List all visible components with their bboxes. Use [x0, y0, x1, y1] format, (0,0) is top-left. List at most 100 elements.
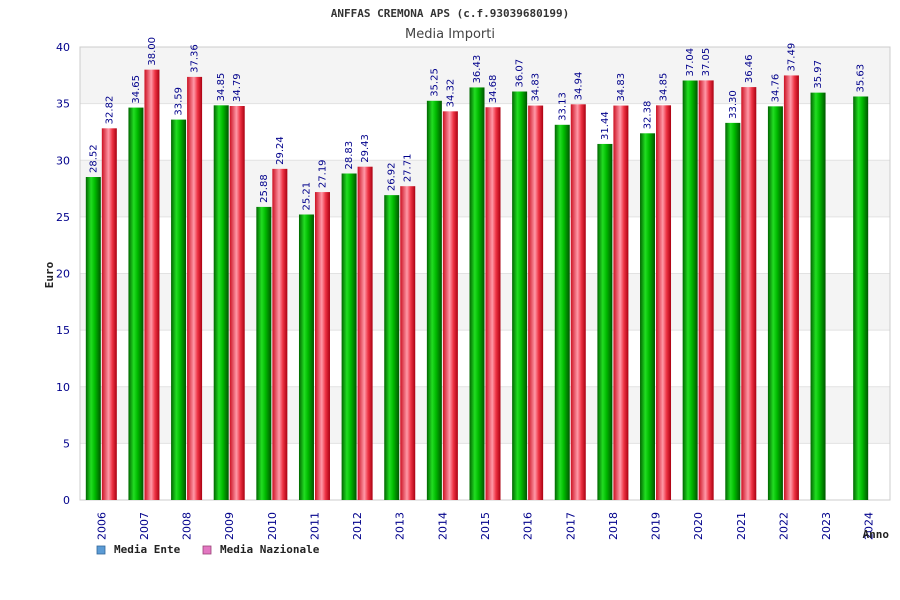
x-axis-label: Anno — [863, 528, 890, 541]
x-tick-label: 2008 — [181, 512, 194, 540]
value-label: 37.49 — [786, 43, 797, 72]
bar-media-nazionale — [101, 128, 117, 500]
x-axis: 2006 2007 2008 2009 2010 2011 2012 2013 2014 2015… — [95, 512, 875, 540]
bar-media-ente — [597, 143, 613, 500]
y-tick-label: 40 — [56, 41, 70, 54]
value-label: 34.65 — [131, 75, 142, 104]
value-label: 31.44 — [600, 111, 611, 140]
value-label: 32.38 — [643, 101, 654, 130]
y-axis: 0 5 10 15 20 25 30 35 40 — [56, 41, 70, 507]
x-tick-label: 2023 — [820, 512, 833, 540]
bar-media-ente — [384, 195, 400, 501]
x-tick-label: 2016 — [522, 512, 535, 540]
bar-media-ente — [171, 119, 187, 500]
bar-media-nazionale — [485, 107, 501, 501]
value-label: 28.52 — [88, 144, 99, 173]
bar-media-ente — [767, 106, 783, 500]
value-label: 34.32 — [445, 79, 456, 108]
value-label: 33.13 — [557, 92, 568, 121]
x-tick-label: 2020 — [692, 512, 705, 540]
x-tick-label: 2012 — [351, 512, 364, 540]
chart-subtitle: Media Importi — [405, 27, 495, 42]
y-tick-label: 5 — [63, 437, 70, 450]
value-label: 34.83 — [531, 73, 542, 102]
bar-media-nazionale — [272, 168, 288, 500]
value-label: 34.76 — [770, 74, 781, 103]
value-label: 26.92 — [387, 162, 398, 191]
bar-media-nazionale — [783, 75, 799, 500]
y-tick-label: 0 — [63, 494, 70, 507]
bar-media-ente — [85, 177, 101, 501]
value-label: 38.00 — [147, 37, 158, 66]
y-tick-label: 35 — [56, 98, 70, 111]
bar-media-nazionale — [229, 106, 245, 501]
value-label: 37.04 — [685, 48, 696, 77]
bar-media-nazionale — [698, 80, 714, 500]
x-tick-label: 2011 — [308, 512, 321, 540]
value-label: 25.88 — [259, 174, 270, 203]
bar-media-ente — [512, 91, 528, 500]
y-tick-label: 20 — [56, 268, 70, 281]
value-label: 36.07 — [515, 59, 526, 88]
bar-media-nazionale — [144, 69, 160, 501]
value-label: 33.30 — [728, 90, 739, 119]
x-tick-label: 2017 — [564, 512, 577, 540]
bar-media-nazionale — [741, 87, 757, 500]
value-label: 35.97 — [813, 60, 824, 89]
x-tick-label: 2015 — [479, 512, 492, 540]
bar-media-ente — [128, 107, 144, 501]
legend-swatch-nazionale — [202, 545, 212, 555]
value-label: 37.05 — [701, 48, 712, 77]
value-label: 25.21 — [301, 182, 312, 211]
bar-media-ente — [426, 100, 442, 500]
y-axis-label: Euro — [43, 261, 56, 288]
bar-media-ente — [725, 122, 741, 500]
value-label: 34.68 — [488, 75, 499, 104]
value-label: 34.94 — [573, 72, 584, 101]
value-label: 35.63 — [856, 64, 867, 93]
legend-label-nazionale: Media Nazionale — [220, 543, 320, 556]
y-tick-label: 30 — [56, 154, 70, 167]
bar-media-nazionale — [442, 111, 458, 501]
value-label: 36.46 — [744, 54, 755, 83]
bar-media-ente — [213, 105, 229, 500]
value-label: 36.43 — [472, 55, 483, 84]
x-tick-label: 2007 — [138, 512, 151, 540]
bar-media-nazionale — [528, 105, 544, 501]
value-label: 27.19 — [317, 159, 328, 188]
bar-media-nazionale — [570, 104, 586, 500]
y-tick-label: 25 — [56, 211, 70, 224]
bar-media-ente — [682, 80, 698, 500]
value-label: 37.36 — [190, 44, 201, 73]
legend: Media Ente Media Nazionale — [96, 543, 320, 556]
bar-media-ente — [853, 96, 869, 501]
x-tick-label: 2022 — [777, 512, 790, 540]
bar-media-ente — [554, 124, 570, 501]
x-tick-label: 2014 — [436, 512, 449, 540]
value-label: 34.83 — [616, 73, 627, 102]
chart-title: ANFFAS CREMONA APS (c.f.93039680199) — [331, 7, 569, 20]
legend-label-ente: Media Ente — [114, 543, 181, 556]
bar-media-nazionale — [400, 186, 416, 500]
value-label: 34.79 — [232, 73, 243, 102]
x-tick-label: 2006 — [95, 512, 108, 540]
value-label: 32.82 — [104, 96, 115, 125]
y-tick-label: 10 — [56, 381, 70, 394]
y-tick-label: 15 — [56, 324, 70, 337]
bar-media-nazionale — [357, 166, 373, 500]
value-label: 33.59 — [174, 87, 185, 116]
plot-frame — [79, 46, 891, 501]
bar-media-nazionale — [613, 105, 629, 501]
x-tick-label: 2010 — [266, 512, 279, 540]
bar-media-ente — [469, 87, 485, 501]
value-label: 34.85 — [659, 73, 670, 102]
x-tick-label: 2018 — [607, 512, 620, 540]
bar-media-ente — [256, 206, 272, 500]
value-label: 27.71 — [403, 154, 414, 183]
bar-media-ente — [640, 133, 656, 500]
value-label: 28.83 — [344, 141, 355, 170]
bar-media-nazionale — [314, 192, 330, 501]
bar-media-ente — [341, 173, 357, 500]
x-tick-label: 2019 — [650, 512, 663, 540]
